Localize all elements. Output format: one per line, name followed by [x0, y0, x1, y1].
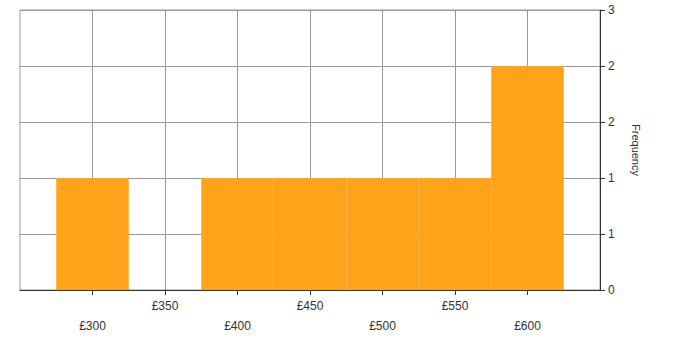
svg-text:1: 1 [608, 171, 615, 185]
svg-text:1: 1 [608, 227, 615, 241]
svg-text:2: 2 [608, 59, 615, 73]
svg-text:£600: £600 [514, 319, 541, 333]
svg-text:0: 0 [608, 283, 615, 297]
svg-text:£550: £550 [442, 299, 469, 313]
svg-text:£400: £400 [224, 319, 251, 333]
svg-text:£350: £350 [152, 299, 179, 313]
svg-text:Frequency: Frequency [630, 124, 642, 176]
svg-text:£500: £500 [369, 319, 396, 333]
svg-text:£450: £450 [297, 299, 324, 313]
svg-text:3: 3 [608, 3, 615, 17]
svg-text:2: 2 [608, 115, 615, 129]
svg-text:£300: £300 [79, 319, 106, 333]
